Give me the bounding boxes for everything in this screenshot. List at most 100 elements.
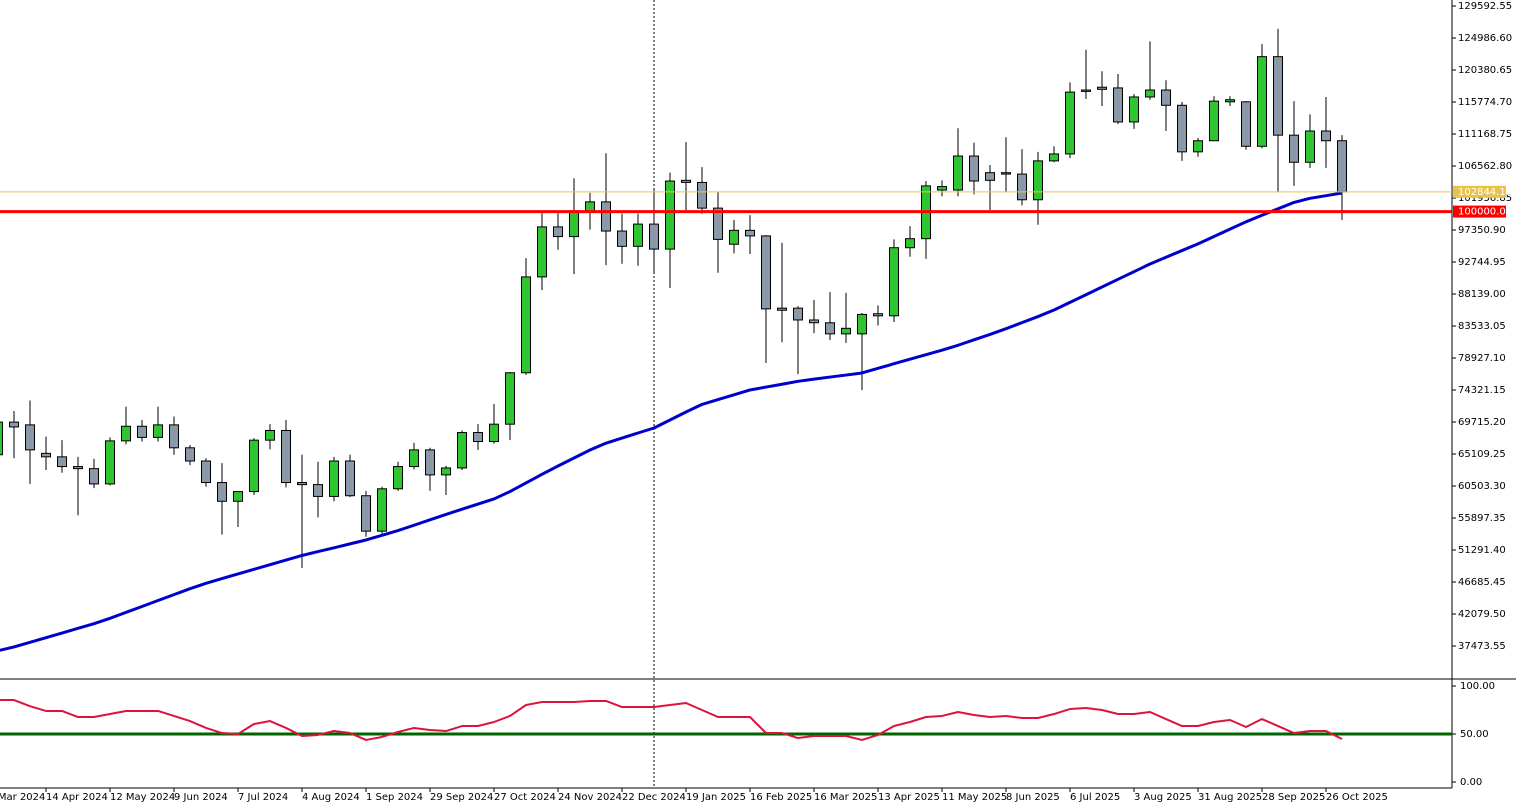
candle-body (1177, 104, 1187, 153)
last-price-box (1453, 185, 1506, 198)
y-tick-label: 106562.80 (1458, 161, 1512, 172)
candle-body (217, 482, 227, 502)
candle-body (841, 327, 851, 335)
candle-body (1081, 89, 1091, 92)
x-tick-label: 16 Feb 2025 (750, 792, 812, 803)
x-tick-label: 26 Oct 2025 (1326, 792, 1388, 803)
candle-body (1161, 89, 1171, 106)
candle-body (585, 201, 595, 212)
plot-area (0, 28, 1452, 741)
candle-body (393, 466, 403, 490)
candle-body (729, 229, 739, 245)
level-label: 100000.00 (1458, 207, 1512, 218)
candle-body (409, 449, 419, 468)
y-tick-label: 42079.50 (1458, 609, 1506, 620)
candle-body (1337, 140, 1347, 193)
candle-body (825, 322, 835, 335)
candle-body (89, 468, 99, 485)
x-tick-label: 8 Jun 2025 (1006, 792, 1060, 803)
x-tick-label: 31 Aug 2025 (1198, 792, 1262, 803)
x-tick-label: 7 Jul 2024 (238, 792, 288, 803)
candle-body (313, 484, 323, 497)
candle-body (1273, 56, 1283, 136)
candle-body (633, 223, 643, 247)
candle-body (1305, 130, 1315, 163)
x-tick-label: 9 Jun 2024 (174, 792, 228, 803)
candle-body (121, 425, 131, 442)
y-tick-label: 83533.05 (1458, 321, 1506, 332)
x-tick-label: 24 Nov 2024 (558, 792, 622, 803)
candle-body (137, 425, 147, 438)
candle-body (185, 447, 195, 462)
candle-body (681, 179, 691, 183)
candle-body (153, 424, 163, 438)
candle-body (1065, 91, 1075, 155)
moving-average (0, 191, 1343, 652)
level-label-box (1453, 205, 1506, 218)
candle-body (1017, 173, 1027, 201)
x-tick-label: 13 Apr 2025 (878, 792, 940, 803)
candle-body (905, 238, 915, 249)
y-tick-label: 124986.60 (1458, 33, 1512, 44)
candle-body (1321, 130, 1331, 142)
candle-body (553, 226, 563, 238)
indicator-line (0, 699, 1343, 741)
y-tick-label: 129592.55 (1458, 1, 1512, 12)
candle-body (345, 460, 355, 497)
candle-body (201, 460, 211, 484)
candle-body (105, 440, 115, 485)
candle-body (57, 456, 67, 468)
y-tick-label: 120380.65 (1458, 65, 1512, 76)
candle-body (233, 491, 243, 502)
candle-body (745, 229, 755, 237)
candle-body (25, 424, 35, 451)
candle-body (1113, 87, 1123, 123)
y-tick-label: 37473.55 (1458, 641, 1506, 652)
candle-body (537, 226, 547, 278)
y-tick-label: 65109.25 (1458, 449, 1506, 460)
candle-body (569, 210, 579, 238)
y-tick-label: 0.00 (1460, 777, 1482, 788)
candle-body (761, 235, 771, 310)
candle-body (489, 423, 499, 443)
x-tick-label: 28 Sep 2025 (1262, 792, 1325, 803)
y-tick-label: 101956.85 (1458, 193, 1512, 204)
candle-body (505, 372, 515, 425)
candle-body (1257, 56, 1267, 147)
y-tick-label: 55897.35 (1458, 513, 1506, 524)
candle-body (1289, 134, 1299, 163)
candle-body (1097, 86, 1107, 90)
x-tick-label: 29 Sep 2024 (430, 792, 493, 803)
candle-body (361, 495, 371, 532)
candle-body (169, 424, 179, 449)
candle-body (937, 186, 947, 191)
candle-body (985, 172, 995, 181)
candle-body (1001, 172, 1011, 175)
candle-body (697, 181, 707, 209)
y-tick-label: 50.00 (1460, 729, 1489, 740)
candle-body (1049, 153, 1059, 162)
candle-body (793, 307, 803, 321)
candle-body (1033, 160, 1043, 201)
x-tick-label: 3 Aug 2025 (1134, 792, 1192, 803)
y-tick-label: 69715.20 (1458, 417, 1506, 428)
candle-body (265, 429, 275, 441)
x-tick-label: 27 Oct 2024 (494, 792, 556, 803)
candle-body (281, 429, 291, 484)
candle-body (809, 319, 819, 324)
candle-body (329, 460, 339, 497)
candle-body (665, 180, 675, 250)
candle-body (473, 432, 483, 443)
x-tick-label: 12 May 2024 (110, 792, 175, 803)
candle-body (1241, 101, 1251, 147)
candle-body (249, 439, 259, 493)
candle-body (1209, 100, 1219, 142)
x-tick-label: 11 May 2025 (942, 792, 1007, 803)
y-tick-label: 46685.45 (1458, 577, 1506, 588)
candle-body (297, 482, 307, 486)
candle-body (441, 467, 451, 476)
candle-body (1145, 89, 1155, 98)
candle-body (457, 432, 467, 469)
x-tick-label: 19 Jan 2025 (686, 792, 746, 803)
